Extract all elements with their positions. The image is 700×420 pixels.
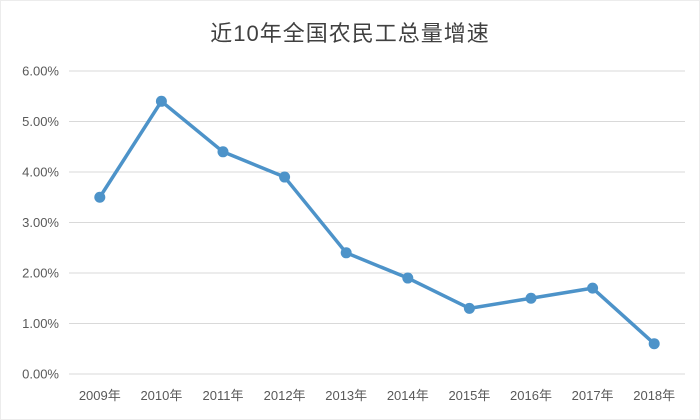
- data-point-marker: [648, 338, 660, 350]
- line-chart: 0.00% 1.00% 2.00% 3.00% 4.00% 5.00% 6.00% 2009年…: [22, 64, 685, 403]
- y-tick-label: 1.00%: [22, 316, 59, 331]
- line-series: [98, 99, 656, 346]
- y-tick-label: 2.00%: [22, 266, 59, 281]
- data-point-marker: [525, 292, 537, 304]
- data-point-marker: [217, 146, 229, 158]
- x-tick-label: 2016年: [510, 388, 552, 403]
- x-tick-label: 2015年: [448, 388, 490, 403]
- x-tick-label: 2009年: [79, 388, 121, 403]
- y-tick-label: 4.00%: [22, 165, 59, 180]
- x-tick-label: 2018年: [633, 388, 675, 403]
- data-point-marker: [587, 282, 599, 294]
- x-tick-label: 2014年: [387, 388, 429, 403]
- data-point-marker: [463, 302, 475, 314]
- y-tick-label: 3.00%: [22, 215, 59, 230]
- data-point-marker: [94, 191, 106, 203]
- x-tick-label: 2011年: [203, 388, 244, 403]
- x-tick-label: 2013年: [325, 388, 367, 403]
- y-tick-label: 5.00%: [22, 114, 59, 129]
- chart-title: 近10年全国农民工总量增速: [210, 21, 490, 46]
- data-point-marker: [340, 247, 352, 259]
- y-tick-label: 0.00%: [22, 367, 59, 382]
- x-tick-label: 2010年: [140, 388, 182, 403]
- data-point-marker: [155, 95, 167, 107]
- x-tick-label: 2017年: [572, 388, 614, 403]
- y-tick-label: 6.00%: [22, 64, 59, 79]
- data-point-marker: [402, 272, 414, 284]
- data-point-marker: [279, 171, 291, 183]
- x-tick-label: 2012年: [264, 388, 306, 403]
